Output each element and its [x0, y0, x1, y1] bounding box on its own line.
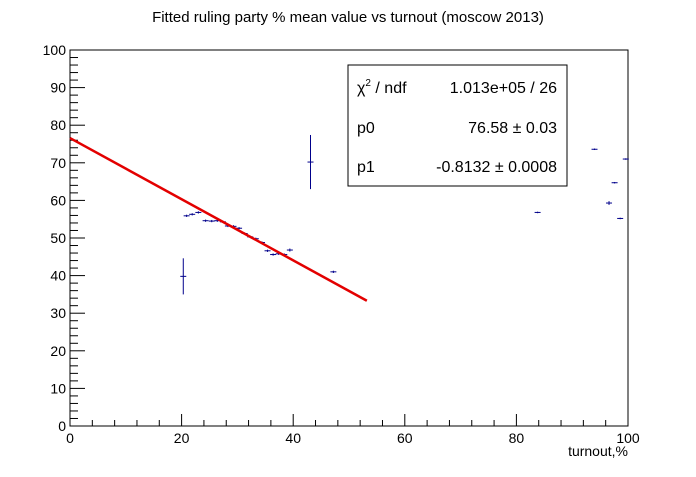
p0-value: 76.58 ± 0.03 — [468, 120, 557, 137]
x-tick-label: 20 — [174, 430, 190, 446]
x-tick-label: 0 — [66, 430, 74, 446]
y-tick-label: 0 — [58, 418, 66, 434]
data-point — [183, 214, 190, 217]
chi2-value: 1.013e+05 / 26 — [450, 80, 557, 97]
y-tick-label: 10 — [50, 380, 66, 396]
data-point — [189, 213, 196, 216]
data-point — [286, 248, 293, 252]
y-tick-label: 30 — [50, 305, 66, 321]
stats-box-frame — [347, 64, 568, 187]
data-point — [208, 219, 215, 223]
y-tick-label: 50 — [50, 230, 66, 246]
chart-title: Fitted ruling party % mean value vs turn… — [152, 9, 544, 26]
chi2-label: χ2 / ndf — [357, 78, 407, 97]
x-tick-label: 40 — [285, 430, 301, 446]
stats-box: χ2 / ndf 1.013e+05 / 26 p0 76.58 ± 0.03 … — [347, 64, 568, 187]
x-tick-label: 100 — [616, 430, 640, 446]
data-point — [606, 201, 613, 205]
data-point — [195, 211, 202, 214]
p0-label: p0 — [357, 120, 375, 137]
chi2-superscript: 2 — [365, 78, 371, 89]
chi2-label-rest: / ndf — [371, 80, 407, 97]
y-tick-label: 40 — [50, 268, 66, 284]
data-point — [307, 134, 314, 190]
x-tick-label: 60 — [397, 430, 413, 446]
y-tick-label: 20 — [50, 343, 66, 359]
data-point — [330, 270, 337, 273]
data-point — [270, 253, 277, 256]
y-axis: 0 10 20 30 40 50 60 70 80 90 100 — [43, 42, 85, 434]
x-axis: 0 20 40 60 80 100 — [66, 414, 640, 446]
data-point — [202, 219, 209, 222]
p1-value: -0.8132 ± 0.0008 — [436, 159, 557, 176]
data-point — [622, 158, 629, 160]
data-point — [591, 148, 598, 151]
data-point — [180, 258, 187, 295]
data-point — [534, 211, 541, 214]
y-tick-label: 80 — [50, 117, 66, 133]
x-axis-label: turnout,% — [568, 443, 628, 459]
y-tick-label: 90 — [50, 80, 66, 96]
x-tick-label: 80 — [509, 430, 525, 446]
y-tick-label: 70 — [50, 155, 66, 171]
y-tick-label: 60 — [50, 192, 66, 208]
p1-label: p1 — [357, 159, 375, 176]
fit-line — [69, 136, 368, 302]
y-tick-label: 100 — [43, 42, 67, 58]
data-point — [617, 217, 624, 220]
data-point — [264, 249, 271, 252]
data-point — [611, 181, 618, 184]
